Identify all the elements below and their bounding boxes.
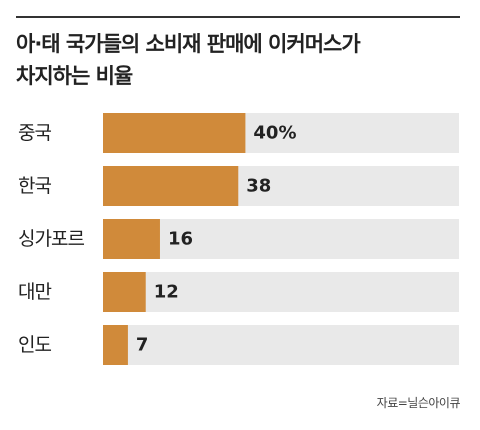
source-note: 자료=닐슨아이큐 <box>376 396 461 410</box>
chart-title: 아·태 국가들의 소비재 판매에 이커머스가 차지하는 비율 <box>16 28 460 92</box>
bar-track-4 <box>103 272 459 312</box>
bar-5 <box>103 325 128 365</box>
category-label-4: 대만 <box>18 281 51 303</box>
category-label-2: 한국 <box>18 175 51 197</box>
chart-title-line-1: 아·태 국가들의 소비재 판매에 이커머스가 <box>16 32 361 56</box>
bar-track-3 <box>103 219 459 259</box>
category-label-3: 싱가포르 <box>18 228 84 250</box>
category-label-1: 중국 <box>18 122 51 144</box>
bar-4 <box>103 272 146 312</box>
category-label-5: 인도 <box>18 334 51 356</box>
value-label-2: 38 <box>246 176 271 197</box>
bar-2 <box>103 166 239 206</box>
value-label-3: 16 <box>168 229 193 250</box>
bar-1 <box>103 113 246 153</box>
value-label-4: 12 <box>154 282 179 303</box>
bar-track-5 <box>103 325 459 365</box>
value-label-1: 40% <box>253 123 296 144</box>
bar-3 <box>103 219 160 259</box>
top-rule <box>16 16 460 18</box>
value-label-5: 7 <box>136 335 149 356</box>
chart-title-line-2: 차지하는 비율 <box>16 64 133 88</box>
